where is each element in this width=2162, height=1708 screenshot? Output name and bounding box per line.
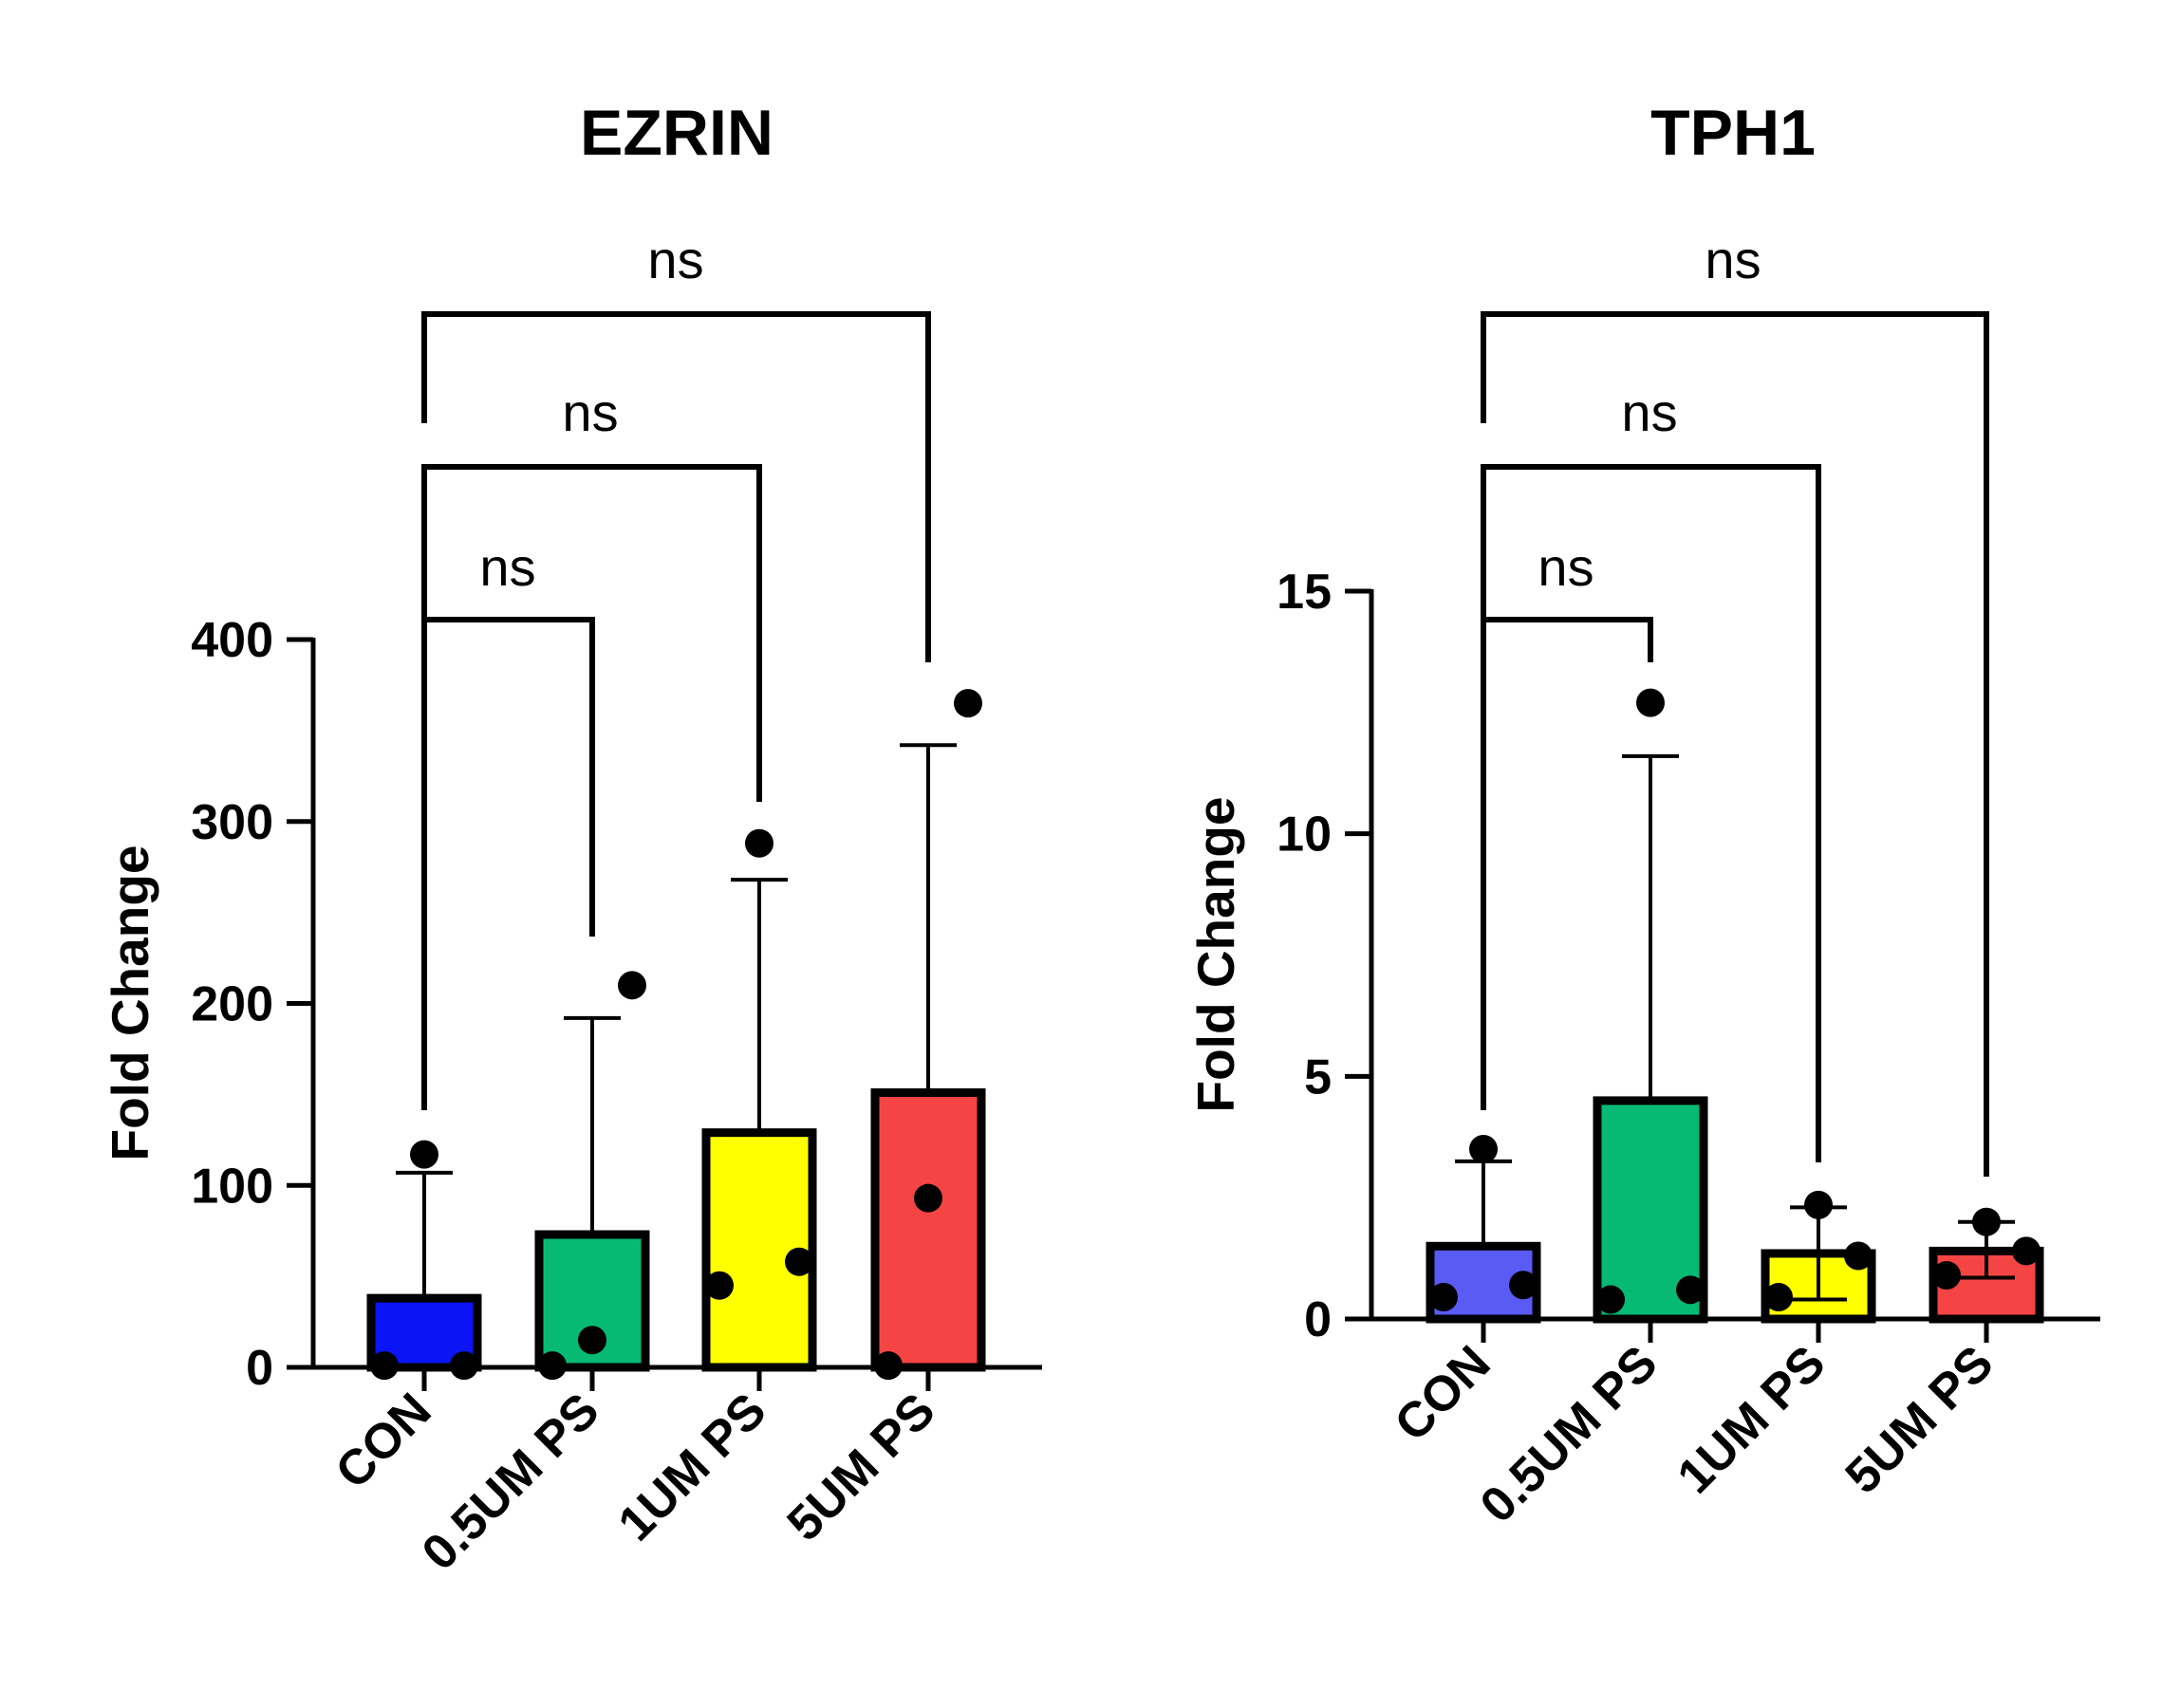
data-point — [785, 1247, 813, 1276]
data-point — [1429, 1282, 1458, 1311]
y-tick-label: 15 — [1277, 565, 1332, 620]
y-tick-label: 0 — [1304, 1292, 1332, 1347]
significance-bracket — [421, 617, 595, 1110]
data-point — [1972, 1207, 2001, 1236]
significance-bracket — [1481, 464, 1821, 1162]
y-tick-label: 200 — [191, 977, 273, 1032]
data-point — [410, 1140, 438, 1169]
data-point — [914, 1183, 942, 1213]
category-label: CON — [326, 1383, 442, 1499]
data-point — [1509, 1271, 1538, 1300]
category-label: CON — [1385, 1335, 1501, 1452]
y-tick-label: 400 — [191, 613, 273, 668]
data-point — [1764, 1282, 1793, 1311]
data-point — [1844, 1241, 1873, 1271]
data-point — [1636, 688, 1665, 717]
significance-label: ns — [647, 230, 703, 289]
chart-title: TPH1 — [1650, 97, 1816, 169]
category-label: 0.5UM PS — [1470, 1335, 1668, 1533]
category-label: 1UM PS — [1668, 1335, 1836, 1504]
significance-bracket — [1481, 311, 1989, 1177]
data-point — [1932, 1260, 1961, 1290]
data-point — [705, 1271, 734, 1300]
significance-bracket — [1481, 617, 1653, 1110]
significance-label: ns — [562, 382, 618, 442]
significance-bracket — [421, 311, 931, 662]
category-label: 5UM PS — [777, 1383, 946, 1551]
significance-label: ns — [1621, 382, 1677, 442]
data-point — [578, 1326, 606, 1355]
significance-label: ns — [1538, 537, 1594, 597]
category-label: 0.5UM PS — [412, 1383, 610, 1581]
data-point — [954, 689, 982, 718]
data-point — [745, 828, 773, 858]
data-point — [2012, 1236, 2041, 1266]
data-point — [1804, 1190, 1833, 1219]
chart-panel-ezrin: EZRIN Fold Change 0 100 200 300 400 CON0.5UM … — [101, 97, 1042, 1581]
category-label: 5UM PS — [1836, 1335, 2004, 1504]
y-tick-label: 5 — [1304, 1049, 1332, 1105]
y-tick-label: 100 — [191, 1159, 273, 1214]
y-axis-label: Fold Change — [101, 845, 159, 1160]
data-point — [1676, 1275, 1705, 1305]
data-point — [618, 971, 646, 1000]
significance-label: ns — [1705, 230, 1761, 289]
significance-bracket — [421, 464, 762, 956]
significance-label: ns — [479, 537, 535, 597]
y-tick-label: 300 — [191, 795, 273, 850]
category-label: 1UM PS — [608, 1383, 777, 1551]
chart-title: EZRIN — [580, 97, 773, 169]
bar — [870, 1087, 986, 1372]
y-tick-label: 0 — [246, 1341, 273, 1396]
y-tick-label: 10 — [1277, 808, 1332, 863]
data-point — [1596, 1285, 1625, 1314]
data-point — [1469, 1135, 1498, 1164]
y-axis-label: Fold Change — [1186, 796, 1245, 1112]
